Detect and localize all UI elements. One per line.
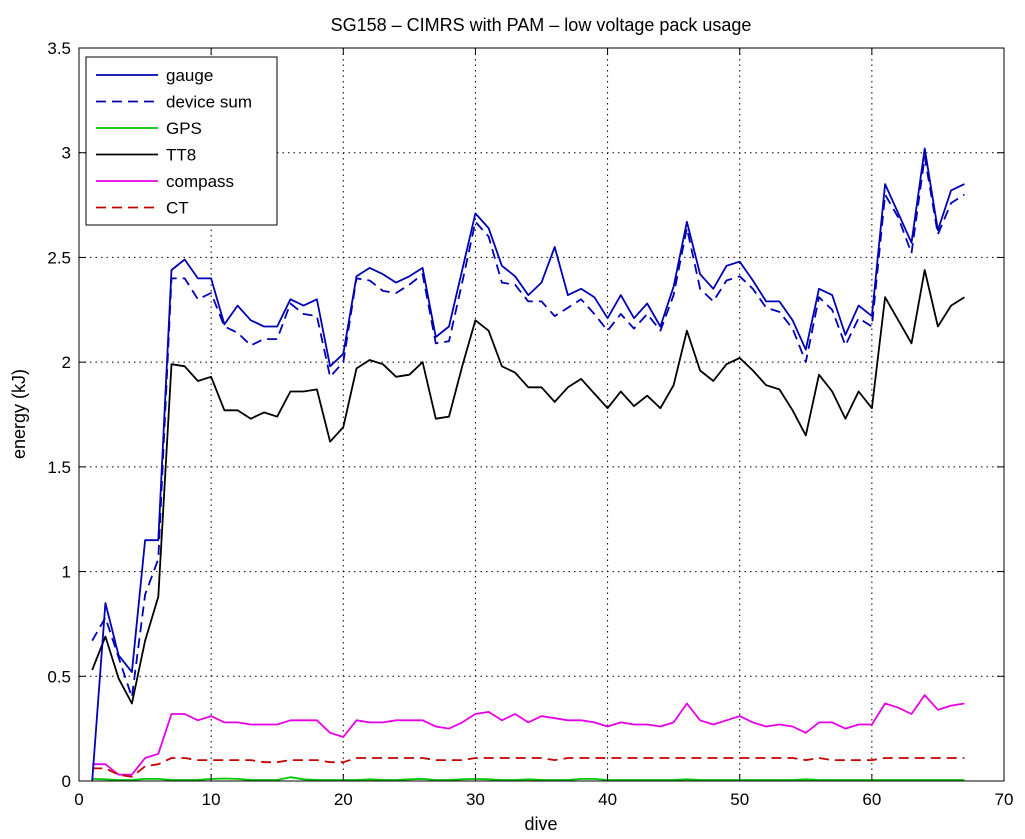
legend-label-tt8: TT8 — [166, 146, 196, 165]
x-tick-label: 50 — [730, 790, 749, 809]
y-tick-label: 1 — [62, 563, 71, 582]
series-line-device-sum — [91, 155, 965, 699]
legend-box — [85, 56, 278, 226]
chart-title: SG158 – CIMRS with PAM – low voltage pac… — [331, 15, 752, 35]
x-tick-label: 40 — [598, 790, 617, 809]
legend-label-gauge: gauge — [166, 66, 213, 85]
x-tick-label: 0 — [74, 790, 83, 809]
y-axis-label: energy (kJ) — [9, 369, 29, 459]
y-tick-label: 0.5 — [47, 667, 71, 686]
legend-label-ct: CT — [166, 199, 189, 218]
legend-label-device-sum: device sum — [166, 93, 252, 112]
series-line-tt8 — [91, 269, 965, 705]
y-tick-label: 1.5 — [47, 458, 71, 477]
axis-ticks: 0 10 20 30 40 50 60 70 0 0.5 1 1.5 2 2.5 3 3.5 — [47, 39, 1013, 809]
x-tick-label: 10 — [202, 790, 221, 809]
legend-label-compass: compass — [166, 172, 234, 191]
x-tick-label: 30 — [466, 790, 485, 809]
series-lines — [91, 147, 965, 782]
series-line-gps — [92, 776, 965, 781]
y-tick-label: 2.5 — [47, 248, 71, 267]
y-tick-label: 0 — [62, 772, 71, 791]
x-axis-label: dive — [524, 814, 557, 834]
x-tick-label: 70 — [995, 790, 1014, 809]
series-line-gauge — [91, 147, 965, 782]
grid-lines — [79, 48, 1004, 781]
y-tick-label: 2 — [62, 353, 71, 372]
plot-area-frame — [78, 47, 1005, 782]
series-line-compass — [92, 694, 965, 776]
series-line-ct — [92, 757, 965, 778]
x-tick-label: 20 — [334, 790, 353, 809]
legend: gauge device sum GPS TT8 compass CT — [85, 56, 278, 226]
legend-label-gps: GPS — [166, 119, 202, 138]
y-tick-label: 3 — [62, 144, 71, 163]
x-tick-label: 60 — [862, 790, 881, 809]
y-tick-label: 3.5 — [47, 39, 71, 58]
